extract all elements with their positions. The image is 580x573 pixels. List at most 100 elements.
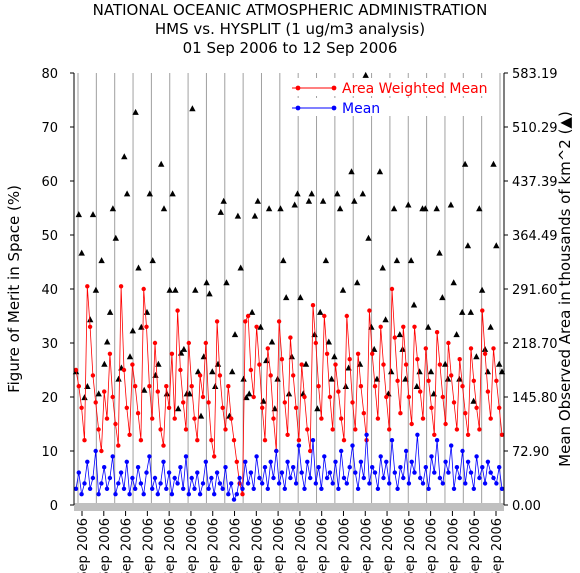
area-weighted-mean-point [133, 384, 138, 389]
mean-point [293, 481, 299, 486]
area-weighted-mean-point [288, 335, 293, 340]
mean-point [482, 481, 488, 486]
observed-area-triangle [81, 394, 88, 401]
x-tick-label: Sep 2006 [403, 518, 418, 573]
observed-area-triangle [155, 360, 162, 367]
mean-point [186, 492, 191, 497]
observed-area-triangle [89, 211, 97, 218]
observed-area-triangle [234, 212, 242, 219]
mean-point [463, 481, 468, 486]
observed-area-triangle [175, 405, 182, 412]
mean-point [135, 465, 141, 470]
area-weighted-mean-point [387, 427, 392, 432]
observed-area-triangle [265, 205, 273, 212]
mean-point [181, 486, 186, 491]
mean-point [327, 470, 333, 475]
mean-point [423, 465, 428, 470]
mean-point [121, 486, 127, 491]
area-weighted-mean-point [135, 411, 141, 416]
mean-point [85, 459, 90, 464]
observed-area-triangle [422, 205, 429, 212]
mean-point [460, 448, 465, 454]
observed-area-triangle [470, 397, 477, 404]
observed-area-triangle [478, 286, 486, 293]
observed-area-triangle [257, 323, 264, 330]
mean-point [415, 432, 420, 437]
x-tick-label: Sep 2006 [250, 518, 265, 573]
observed-area-triangle [209, 368, 216, 375]
mean-point [429, 454, 434, 459]
x-tick-label: Sep 2006 [316, 518, 331, 573]
observed-area-triangle [240, 375, 247, 382]
observed-area-triangle [442, 360, 449, 367]
mean-point [324, 475, 330, 481]
mean-point [364, 432, 369, 437]
mean-point [308, 475, 313, 481]
mean-point [387, 481, 392, 486]
observed-area-triangle [160, 205, 168, 212]
area-weighted-mean-point [384, 394, 389, 400]
observed-area-triangle [231, 331, 239, 338]
right-tick-label: 72.90 [512, 445, 549, 460]
observed-area-triangle [75, 211, 82, 218]
y-axis-label-right: Mean Observed Area in thousands of km^2 … [556, 111, 574, 467]
observed-area-triangle [95, 390, 102, 397]
x-tick-label: Sep 2006 [141, 518, 156, 573]
area-weighted-mean-point [330, 427, 335, 432]
mean-point [330, 481, 335, 486]
area-weighted-mean-point [197, 373, 203, 378]
mean-point [164, 486, 169, 491]
observed-area-triangle [322, 257, 330, 264]
observed-area-triangle [396, 331, 403, 338]
mean-point [440, 481, 445, 486]
area-weighted-mean-point [341, 438, 347, 443]
area-weighted-mean-point [268, 373, 273, 378]
mean-point [197, 492, 203, 497]
area-weighted-mean-series [73, 284, 505, 497]
area-weighted-mean-point [344, 313, 349, 319]
mean-point [116, 481, 121, 486]
area-weighted-mean-point [432, 432, 437, 437]
mean-point [169, 492, 175, 497]
mean-point [172, 475, 177, 481]
observed-area-triangle [444, 375, 452, 382]
area-weighted-mean-point [172, 416, 177, 421]
observed-area-triangle [359, 190, 366, 197]
observed-area-triangle [368, 323, 375, 330]
mean-point [257, 475, 262, 481]
area-weighted-mean-point [186, 340, 191, 346]
observed-area-triangle [311, 331, 318, 338]
area-weighted-mean-point [124, 405, 129, 410]
area-weighted-mean-point [426, 378, 431, 383]
mean-point [155, 492, 160, 497]
mean-point [76, 470, 82, 475]
observed-area-triangle [263, 357, 270, 364]
mean-point [214, 470, 220, 475]
area-weighted-mean-point [164, 384, 169, 389]
area-weighted-mean-point [203, 340, 208, 346]
mean-point [310, 438, 316, 443]
observed-area-triangle [308, 190, 315, 197]
observed-area-triangle [92, 286, 100, 293]
mean-point [118, 470, 124, 475]
area-weighted-mean-point [220, 405, 225, 410]
area-weighted-mean-point [361, 411, 366, 416]
observed-area-triangle [169, 190, 176, 197]
area-weighted-mean-point [121, 367, 127, 373]
mean-point [234, 492, 239, 497]
mean-point [299, 470, 304, 475]
observed-area-triangle [246, 390, 253, 397]
area-weighted-mean-point [401, 324, 406, 329]
area-weighted-mean-point [296, 438, 302, 443]
mean-point [102, 465, 107, 470]
mean-point [240, 486, 245, 491]
x-tick-label: Sep 2006 [185, 518, 200, 573]
area-weighted-mean-point [229, 416, 234, 421]
mean-point [237, 475, 242, 481]
mean-point [497, 465, 502, 470]
legend-bg [289, 78, 499, 96]
mean-point [395, 486, 400, 491]
mean-point [133, 486, 138, 491]
mean-point [389, 438, 395, 443]
observed-area-triangle [336, 205, 344, 212]
